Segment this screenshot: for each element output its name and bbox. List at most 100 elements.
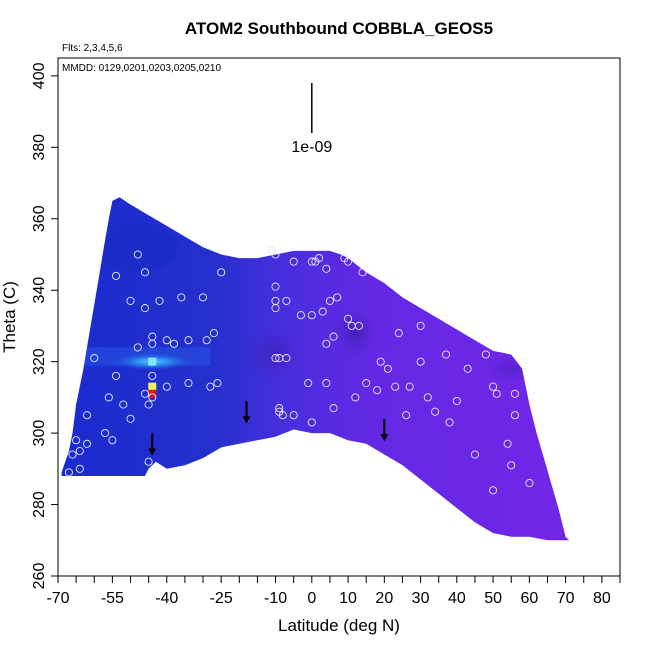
observation-point <box>184 379 193 388</box>
observation-point <box>423 393 432 402</box>
observation-point <box>416 357 425 366</box>
observation-point <box>307 257 316 266</box>
x-tick-label: -70 <box>46 590 69 607</box>
observation-point <box>119 400 128 409</box>
observation-point <box>271 282 280 291</box>
x-tick-label: 10 <box>339 590 357 607</box>
anomaly-cell <box>148 382 157 391</box>
observation-point <box>133 343 142 352</box>
observation-point <box>169 339 179 348</box>
observation-point <box>126 296 135 305</box>
observation-point <box>148 371 157 380</box>
observation-point <box>373 386 382 395</box>
y-tick-label: 380 <box>31 134 48 161</box>
x-tick-label: 80 <box>593 590 611 607</box>
observation-point <box>140 304 150 313</box>
arrow-head <box>242 416 251 424</box>
observation-point <box>481 350 490 359</box>
x-tick-label: -10 <box>264 590 287 607</box>
observation-point <box>148 339 157 348</box>
observation-point <box>144 400 153 409</box>
observation-point <box>133 250 142 259</box>
arrow-head <box>380 434 389 442</box>
scale-label: 1e-09 <box>291 139 332 156</box>
observation-point <box>101 429 110 438</box>
x-tick-label: -25 <box>210 590 233 607</box>
observation-point <box>111 371 121 380</box>
observation-point <box>282 296 291 305</box>
observation-point <box>140 268 150 277</box>
observation-point <box>155 296 164 305</box>
observation-point <box>162 336 171 345</box>
dates-label: MMDD: 0129,0201,0203,0205,0210 <box>62 63 221 74</box>
anomaly-cell <box>148 357 157 366</box>
y-axis: 260 280 300 320 340 360 380 400 <box>31 62 58 589</box>
chart-title: ATOM2 Southbound COBBLA_GEOS5 <box>185 19 493 38</box>
observation-point <box>329 332 338 341</box>
observation-point <box>322 264 331 273</box>
observation-point <box>507 461 516 470</box>
plot-frame <box>57 57 621 577</box>
x-tick-label: -55 <box>101 590 124 607</box>
observation-point <box>184 336 193 345</box>
observation-point <box>358 268 367 277</box>
observation-point <box>162 382 171 391</box>
y-tick-label: 360 <box>31 205 48 232</box>
y-tick-label: 320 <box>31 348 48 375</box>
observation-point <box>126 414 135 423</box>
arrow-head <box>148 448 157 456</box>
observation-point <box>177 293 186 302</box>
observation-point <box>307 418 316 427</box>
domain-fill <box>61 197 570 541</box>
observation-point <box>64 468 73 477</box>
observation-point <box>72 436 81 445</box>
observation-point <box>463 364 472 373</box>
observation-point <box>82 439 92 448</box>
observation-point <box>213 379 222 388</box>
observation-point <box>148 393 157 402</box>
observation-point <box>296 311 305 320</box>
observation-point <box>111 271 121 280</box>
observation-point <box>402 411 411 420</box>
y-tick-label: 260 <box>31 563 48 590</box>
observation-point <box>75 464 84 473</box>
observation-point <box>492 389 501 398</box>
y-tick-label: 300 <box>31 420 48 447</box>
observation-point <box>318 307 327 316</box>
observation-point <box>351 393 360 402</box>
observation-point <box>354 321 363 330</box>
y-axis-label: Theta (C) <box>0 281 19 353</box>
observation-point <box>271 304 280 313</box>
observation-point <box>394 329 403 338</box>
observation-point <box>431 407 440 416</box>
observation-point <box>144 457 153 466</box>
observation-point <box>503 439 512 448</box>
observation-point <box>329 404 338 413</box>
observation-point <box>333 293 342 302</box>
observation-point <box>489 382 498 391</box>
observation-point <box>510 411 519 420</box>
observation-point <box>322 339 331 348</box>
observation-point <box>278 411 287 420</box>
observation-point <box>198 293 208 302</box>
observation-point <box>289 257 298 266</box>
y-tick-label: 340 <box>31 277 48 304</box>
observation-point <box>275 404 284 413</box>
x-tick-label: 20 <box>375 590 393 607</box>
observation-markers <box>64 246 534 495</box>
observation-point <box>90 354 99 363</box>
observation-point <box>271 354 280 363</box>
profile-arrows <box>148 400 389 456</box>
x-tick-label: 50 <box>484 590 502 607</box>
observation-point <box>217 268 226 277</box>
x-tick-label: 40 <box>448 590 466 607</box>
observation-point <box>75 446 84 456</box>
x-tick-label: 60 <box>520 590 538 607</box>
observation-point <box>510 389 519 398</box>
observation-point <box>304 379 313 388</box>
observation-point <box>315 254 324 263</box>
observation-point <box>416 321 425 330</box>
observation-point <box>202 336 211 345</box>
flights-label: Flts: 2,3,4,5,6 <box>62 43 123 54</box>
observation-point <box>376 357 385 366</box>
